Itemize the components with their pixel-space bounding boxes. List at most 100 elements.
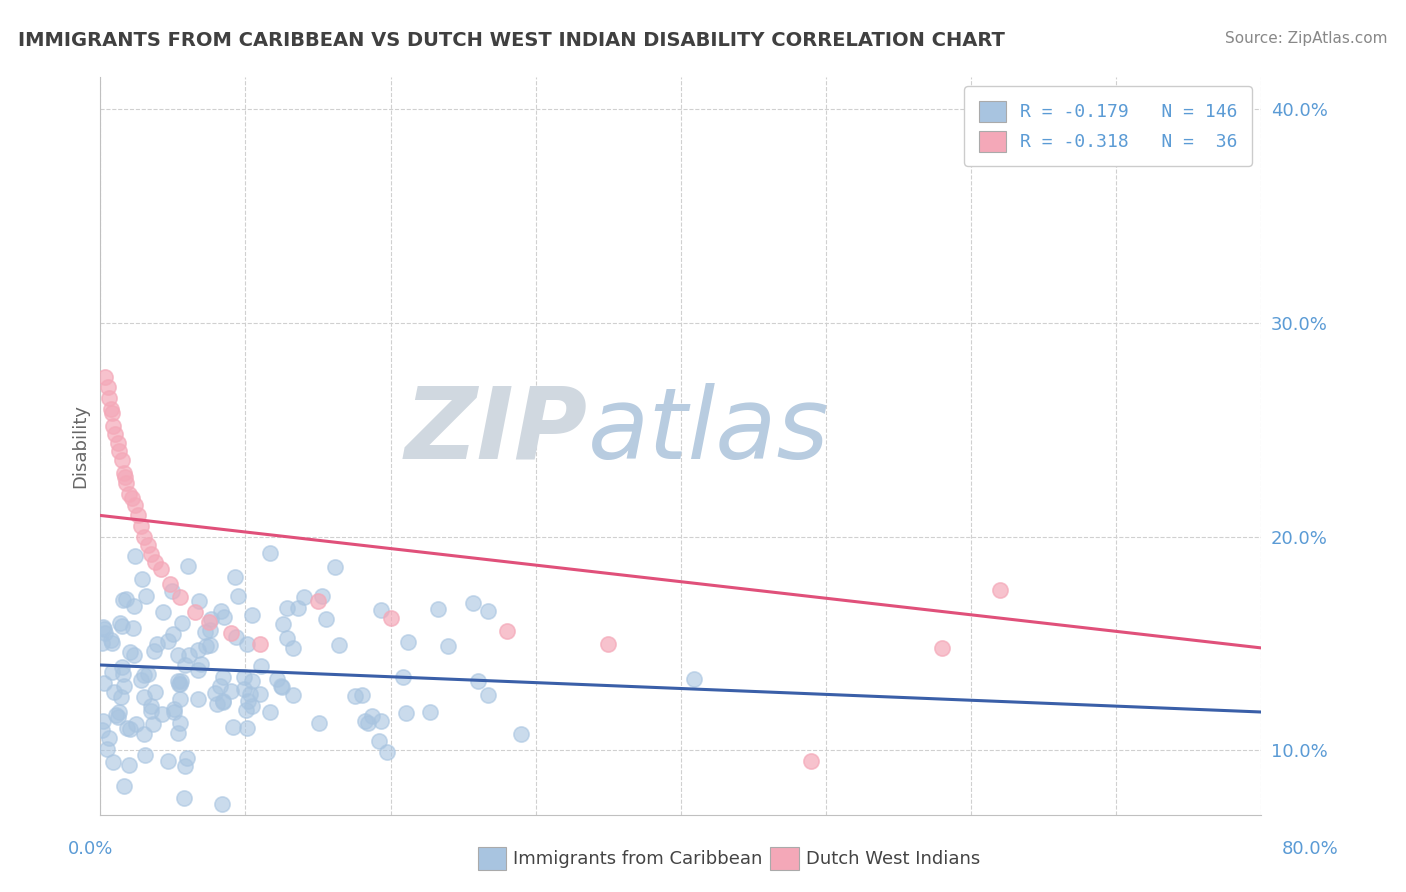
Point bbox=[120, 722, 142, 736]
Point bbox=[259, 546, 281, 560]
Point bbox=[270, 679, 292, 693]
Point bbox=[134, 747, 156, 762]
Point bbox=[114, 679, 136, 693]
Point bbox=[370, 603, 392, 617]
Point bbox=[115, 722, 138, 736]
Point bbox=[111, 619, 134, 633]
Point bbox=[221, 684, 243, 698]
Point bbox=[276, 600, 298, 615]
Point bbox=[190, 657, 212, 672]
Point bbox=[375, 745, 398, 759]
Point bbox=[194, 640, 217, 654]
Point bbox=[170, 674, 193, 689]
Point bbox=[437, 640, 460, 654]
Point bbox=[311, 589, 333, 603]
Point bbox=[100, 633, 122, 648]
Text: Immigrants from Caribbean: Immigrants from Caribbean bbox=[513, 850, 762, 868]
Point bbox=[211, 797, 233, 811]
Point bbox=[219, 626, 242, 640]
Point bbox=[91, 714, 114, 729]
Point bbox=[212, 695, 235, 709]
Text: Source: ZipAtlas.com: Source: ZipAtlas.com bbox=[1225, 31, 1388, 46]
Point bbox=[238, 694, 260, 708]
Point bbox=[426, 602, 449, 616]
Point bbox=[167, 726, 190, 740]
Point bbox=[509, 727, 531, 741]
Point bbox=[121, 491, 143, 506]
Text: IMMIGRANTS FROM CARIBBEAN VS DUTCH WEST INDIAN DISABILITY CORRELATION CHART: IMMIGRANTS FROM CARIBBEAN VS DUTCH WEST … bbox=[18, 31, 1005, 50]
Point bbox=[323, 560, 346, 574]
Point bbox=[111, 453, 134, 467]
Point bbox=[93, 369, 115, 384]
Point bbox=[173, 657, 195, 672]
Point bbox=[159, 576, 181, 591]
Point bbox=[118, 645, 141, 659]
Point bbox=[235, 703, 257, 717]
Point bbox=[103, 418, 125, 433]
Point bbox=[477, 604, 499, 618]
Point bbox=[101, 635, 124, 649]
Text: 80.0%: 80.0% bbox=[1282, 840, 1339, 858]
Point bbox=[200, 612, 222, 626]
Point bbox=[91, 635, 114, 649]
Point bbox=[222, 720, 245, 734]
Point bbox=[108, 705, 131, 719]
Point bbox=[94, 626, 117, 640]
Point bbox=[129, 519, 152, 533]
Point bbox=[177, 648, 200, 662]
Point bbox=[135, 589, 157, 603]
Point bbox=[103, 685, 125, 699]
Point bbox=[101, 406, 124, 420]
Point bbox=[112, 779, 135, 793]
Point bbox=[118, 487, 141, 501]
Point bbox=[232, 670, 254, 684]
Point bbox=[357, 716, 380, 731]
Point bbox=[249, 687, 271, 701]
Point bbox=[111, 660, 134, 674]
Point bbox=[131, 572, 153, 586]
Point bbox=[307, 594, 329, 608]
Point bbox=[107, 710, 129, 724]
Point bbox=[173, 759, 195, 773]
Point bbox=[90, 723, 112, 738]
Point bbox=[212, 693, 235, 707]
Point bbox=[142, 717, 165, 731]
Point bbox=[187, 664, 209, 678]
Point bbox=[249, 658, 271, 673]
Point bbox=[152, 706, 174, 721]
Point bbox=[103, 755, 125, 769]
Point bbox=[598, 637, 620, 651]
Point bbox=[240, 674, 263, 689]
Point bbox=[169, 676, 191, 690]
Point bbox=[127, 508, 149, 523]
Point bbox=[281, 641, 304, 656]
Point bbox=[205, 697, 228, 711]
Point bbox=[271, 680, 294, 694]
Point bbox=[233, 682, 256, 697]
Text: Dutch West Indians: Dutch West Indians bbox=[806, 850, 980, 868]
Point bbox=[162, 626, 184, 640]
Point bbox=[467, 673, 489, 688]
Point bbox=[145, 637, 167, 651]
Point bbox=[107, 435, 129, 450]
Point bbox=[108, 615, 131, 630]
Point bbox=[225, 630, 247, 644]
Point bbox=[461, 596, 484, 610]
Point bbox=[198, 638, 221, 652]
Point bbox=[477, 688, 499, 702]
Point bbox=[136, 667, 159, 681]
Point bbox=[122, 648, 145, 662]
Text: atlas: atlas bbox=[588, 383, 830, 480]
Point bbox=[112, 593, 135, 607]
Point bbox=[108, 444, 131, 458]
Point bbox=[287, 600, 309, 615]
Point bbox=[139, 704, 162, 718]
Point bbox=[104, 708, 127, 723]
Point bbox=[988, 583, 1011, 598]
Point bbox=[162, 702, 184, 716]
Point bbox=[236, 722, 259, 736]
Point bbox=[132, 530, 155, 544]
Point bbox=[93, 676, 115, 690]
Point bbox=[240, 698, 263, 713]
Point bbox=[188, 594, 211, 608]
